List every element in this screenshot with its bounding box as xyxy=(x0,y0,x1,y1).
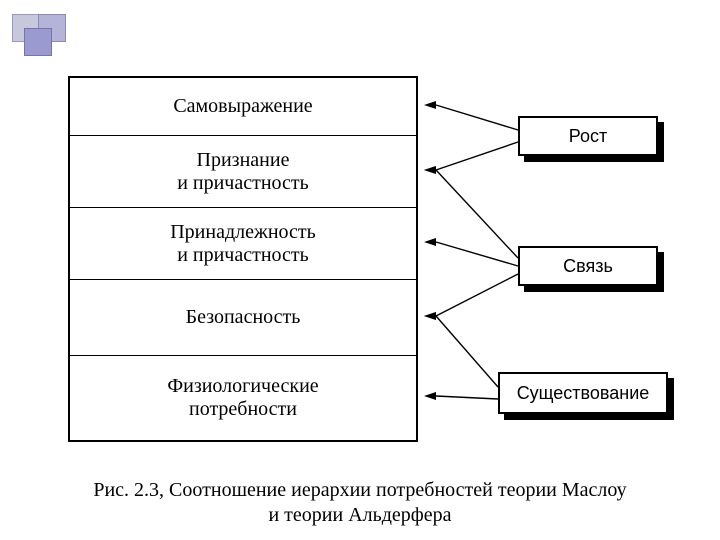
maslow-row-label: Признание xyxy=(70,149,416,172)
maslow-row-label2: потребности xyxy=(70,398,416,421)
decor-square xyxy=(24,28,52,56)
alderfer-box-growth: Рост xyxy=(518,116,658,156)
box-face: Связь xyxy=(518,246,658,286)
caption-line2: и теории Альдерфера xyxy=(268,504,451,526)
maslow-row-label2: и причастность xyxy=(70,244,416,267)
maslow-row-label: Безопасность xyxy=(70,306,416,329)
maslow-row: Принадлежность и причастность xyxy=(70,208,416,280)
caption-line1: Рис. 2.3, Соотношение иерархии потребнос… xyxy=(93,479,626,501)
maslow-row-label: Физиологические xyxy=(70,375,416,398)
maslow-row: Признание и причастность xyxy=(70,136,416,208)
maslow-column: Самовыражение Признание и причастность П… xyxy=(68,76,418,442)
maslow-row-label: Принадлежность xyxy=(70,221,416,244)
maslow-row-label: Самовыражение xyxy=(70,95,416,118)
alderfer-label: Существование xyxy=(517,383,650,404)
alderfer-label: Рост xyxy=(569,126,607,147)
maslow-row: Физиологические потребности xyxy=(70,356,416,440)
alderfer-label: Связь xyxy=(563,256,613,277)
box-face: Рост xyxy=(518,116,658,156)
alderfer-box-relatedness: Связь xyxy=(518,246,658,286)
maslow-row-label2: и причастность xyxy=(70,172,416,195)
alderfer-box-existence: Существование xyxy=(498,372,668,414)
box-face: Существование xyxy=(498,372,668,414)
figure-caption: Рис. 2.3, Соотношение иерархии потребнос… xyxy=(0,478,720,528)
maslow-row: Самовыражение xyxy=(70,78,416,136)
maslow-row: Безопасность xyxy=(70,280,416,356)
